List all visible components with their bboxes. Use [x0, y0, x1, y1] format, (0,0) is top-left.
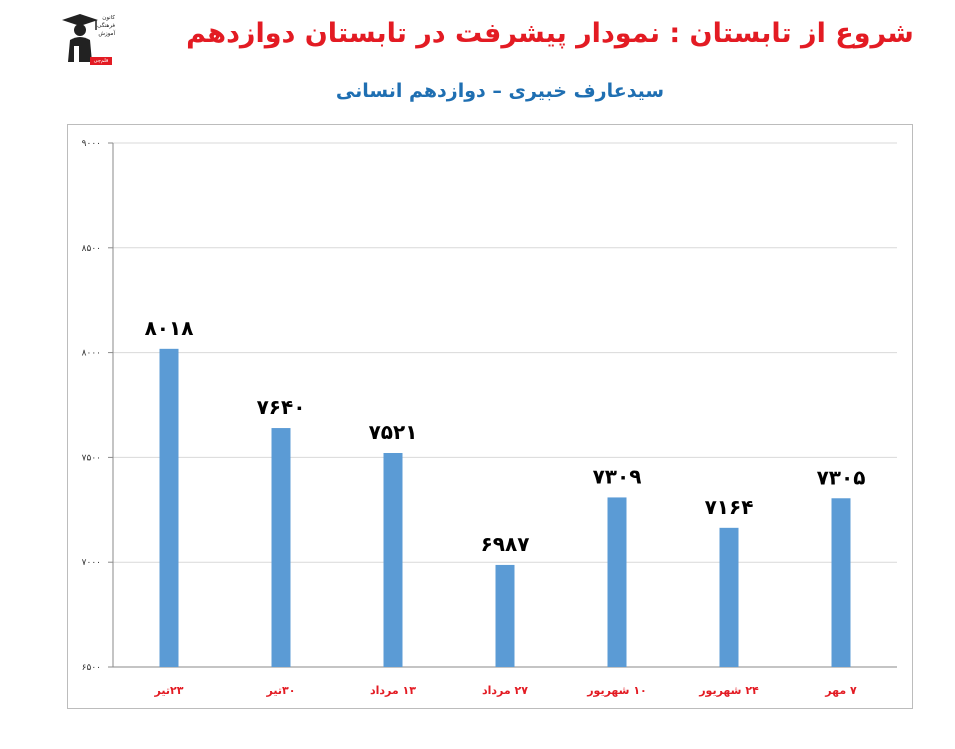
x-tick-label: ۱۳ مرداد: [370, 684, 416, 697]
bar: [159, 348, 179, 667]
data-label: ۷۶۴۰: [257, 395, 306, 419]
x-tick-label: ۲۳تیر: [154, 684, 184, 697]
y-tick-label: ۸۰۰۰: [82, 349, 101, 359]
page-subtitle: سیدعارف خبیری – دوازدهم انسانی: [335, 80, 665, 102]
logo-text: کانون فرهنگی آموزش: [89, 14, 115, 38]
bar: [831, 498, 851, 667]
y-tick-label: ۹۰۰۰: [82, 139, 101, 149]
logo-line: آموزش: [98, 31, 115, 37]
x-tick-label: ۲۷ مرداد: [482, 684, 528, 697]
y-tick-label: ۷۰۰۰: [82, 558, 101, 568]
bar: [607, 497, 627, 667]
data-label: ۷۱۶۴: [705, 495, 754, 519]
data-label: ۷۳۰۹: [593, 464, 642, 488]
x-tick-label: ۷ مهر: [824, 684, 857, 697]
page-title: شروع از تابستان : نمودار پیشرفت در تابست…: [186, 18, 914, 49]
bar: [719, 527, 739, 667]
x-tick-label: ۳۰تیر: [266, 684, 296, 697]
data-label: ۶۹۸۷: [481, 532, 530, 556]
graduate-logo-icon: [62, 14, 98, 62]
bar: [271, 428, 291, 667]
bar: [495, 564, 515, 667]
logo-badge: قلم‌چی: [90, 57, 112, 65]
logo-line: فرهنگی: [97, 23, 115, 29]
x-tick-label: ۱۰ شهریور: [586, 684, 647, 697]
data-label: ۸۰۱۸: [145, 316, 194, 340]
x-tick-label: ۲۴ شهریور: [698, 684, 759, 697]
bar: [383, 452, 403, 667]
logo-line: کانون: [102, 15, 115, 21]
y-tick-label: ۸۵۰۰: [82, 244, 101, 254]
data-label: ۷۵۲۱: [369, 420, 418, 444]
chart-frame: [67, 124, 913, 709]
data-label: ۷۳۰۵: [817, 465, 866, 489]
y-tick-label: ۶۵۰۰: [82, 663, 101, 673]
y-tick-label: ۷۵۰۰: [82, 453, 101, 463]
